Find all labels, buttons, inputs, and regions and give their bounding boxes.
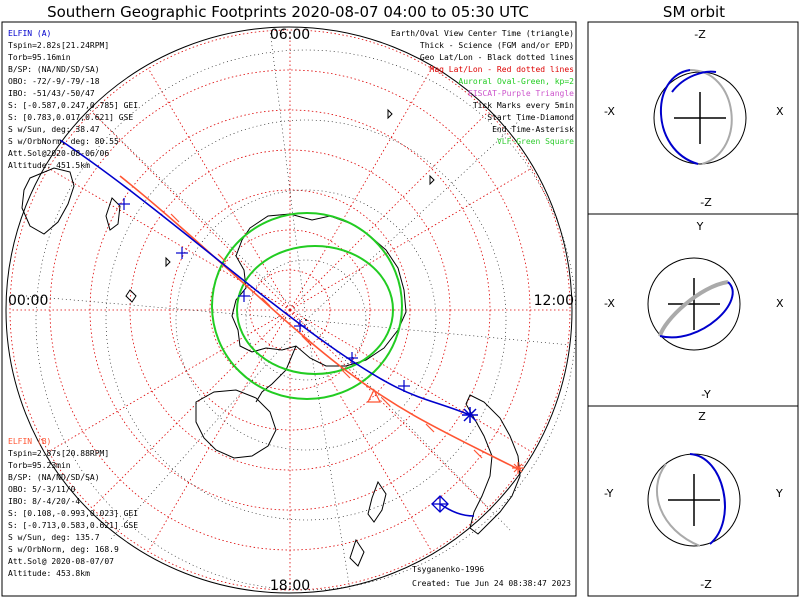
orbit-axis-label-left: -Y: [604, 487, 614, 500]
orbit-axis-label-top: Z: [698, 410, 706, 423]
orbit-track-a: [659, 281, 734, 339]
orbit-panel-xz: -Z -Z -X X: [604, 28, 784, 209]
time-label-left: 00:00: [8, 293, 48, 309]
orbit-axis-label-bottom: -Z: [700, 578, 712, 591]
orbit-axis-label-bottom: -Z: [700, 196, 712, 209]
elfin-a-line: B/SP: (NA/ND/SD/SA): [8, 65, 100, 74]
mag-grid: [9, 29, 571, 591]
elfin-b-line: Tspin=2.87s[20.88RPM]: [8, 449, 109, 458]
elfin-b-line: Altitude: 453.8km: [8, 569, 90, 578]
legend-entry: Mag Lat/Lon - Red dotted lines: [430, 65, 575, 74]
elfin-a-line: Torb=95.16min: [8, 53, 71, 62]
elfin-b-line: OBO: 5/-3/11/0: [8, 485, 76, 494]
elfin-a-line: Tspin=2.82s[21.24RPM]: [8, 41, 109, 50]
elfin-a-name: ELFIN (A): [8, 29, 51, 38]
islands: [125, 108, 435, 303]
orbit-axis-label-bottom: -Y: [701, 388, 711, 401]
elfin-a-ticks: [118, 198, 410, 392]
orbit-axis-label-right: X: [776, 297, 784, 310]
orbit-axis-label-right: Y: [775, 487, 783, 500]
legend-entry: Auroral Oval-Green, kp=2: [458, 77, 574, 86]
elfin-b-view-center-triangle: [367, 388, 381, 403]
legend-entry: Tick Marks every 5min: [473, 101, 574, 110]
elfin-a-line: S: [-0.587,0.247,0.785] GEI: [8, 101, 138, 110]
legend-entry: Thick - Science (FGM and/or EPD): [420, 41, 574, 50]
orbit-track-b: [689, 69, 733, 165]
elfin-b-line: S w/Sun, deg: 135.7: [8, 533, 100, 542]
orbit-earth-circle: [647, 257, 741, 351]
antarctic-peninsula: [255, 345, 297, 403]
elfin-a-track-segment-2: [439, 503, 475, 517]
elfin-b-line: B/SP: (NA/ND/SD/SA): [8, 473, 100, 482]
elfin-a-line: Att.Sol@2020-08-06/06: [8, 149, 109, 158]
africa-coast: [21, 167, 75, 235]
elfin-a-track: [59, 139, 471, 416]
polar-map: [5, 26, 576, 594]
elfin-b-name: ELFIN (B): [8, 437, 51, 446]
coastlines: [21, 108, 521, 567]
elfin-a-end-asterisk: [462, 407, 478, 423]
elfin-b-line: S: [-0.713,0.583,0.621] GSE: [8, 521, 138, 530]
orbit-axis-label-right: X: [776, 105, 784, 118]
legend-entry: Geo Lat/Lon - Black dotted lines: [420, 53, 574, 62]
elfin-a-start-diamond: [431, 495, 449, 513]
elfin-b-line: S w/OrbNorm, deg: 168.9: [8, 545, 119, 554]
created-label: Created: Tue Jun 24 08:38:47 2023: [412, 579, 571, 588]
australia-coast: [195, 389, 277, 459]
elfin-b-line: IBO: 8/-4/20/-4: [8, 497, 80, 506]
figure-title: Southern Geographic Footprints 2020-08-0…: [47, 3, 529, 21]
elfin-b-line: Torb=95.23min: [8, 461, 71, 470]
auroral-oval-outer: [211, 212, 403, 400]
orbit-track-a: [659, 69, 699, 165]
orbit-track-b: [656, 463, 701, 547]
legend-entry: VLF-Green Square: [497, 137, 574, 146]
time-label-right: 12:00: [534, 293, 574, 309]
south-america-coast: [465, 394, 521, 535]
orbit-panel-frame-2: [587, 213, 799, 407]
orbit-panel-frame-3: [587, 405, 799, 597]
legend-entry: End Time-Asterisk: [492, 125, 574, 134]
orbit-axis-label-left: -X: [604, 297, 615, 310]
earth-outline: [5, 26, 573, 594]
elfin-b-ticks: [170, 213, 483, 459]
orbit-panel-yz: Z -Z -Y Y: [604, 410, 783, 591]
elfin-a-line: IBO: -51/43/-50/47: [8, 89, 95, 98]
geo-grid: [14, 29, 576, 591]
elfin-a-line: S w/Sun, deg: 38.47: [8, 125, 100, 134]
legend-entry: Earth/Oval View Center Time (triangle): [391, 29, 574, 38]
orbit-axis-label-left: -X: [604, 105, 615, 118]
new-zealand-coast: [349, 480, 387, 567]
time-label-top: 06:00: [270, 27, 310, 43]
legend-entry: Start Time-Diamond: [487, 113, 574, 122]
time-label-bottom: 18:00: [270, 578, 310, 594]
elfin-a-line: Altitude: 451.5km: [8, 161, 90, 170]
orbit-panel-xy: Y -Y -X X: [604, 220, 784, 401]
orbit-track-a-upper: [671, 70, 717, 93]
elfin-a-info: ELFIN (A) Tspin=2.82s[21.24RPM] Torb=95.…: [8, 29, 138, 170]
legend-entry: EISCAT-Purple Triangle: [468, 89, 574, 98]
orbit-track-a: [689, 453, 726, 545]
elfin-b-line: Att.Sol@ 2020-08-07/07: [8, 557, 114, 566]
elfin-b-track: [119, 175, 521, 471]
antarctica-coast: [231, 213, 407, 367]
auroral-oval-inner: [236, 245, 394, 375]
elfin-a-line: OBO: -72/-9/-79/-18: [8, 77, 100, 86]
madagascar-coast: [105, 197, 121, 231]
elfin-b-line: S: [0.108,-0.993,0.023] GEI: [8, 509, 138, 518]
elfin-a-line: S: [0.783,0.017,0.621] GSE: [8, 113, 133, 122]
elfin-b-info: ELFIN (B) Tspin=2.87s[20.88RPM] Torb=95.…: [8, 437, 138, 578]
orbit-axis-label-top: -Z: [694, 28, 706, 41]
orbit-track-b: [658, 280, 729, 337]
map-legend: Earth/Oval View Center Time (triangle) T…: [391, 29, 574, 146]
elfin-b-end-asterisk: [512, 462, 524, 474]
elfin-a-line: S w/OrbNorm, deg: 80.55: [8, 137, 119, 146]
model-label: Tsyganenko-1996: [412, 565, 484, 574]
orbit-axis-label-top: Y: [696, 220, 704, 233]
orbit-title: SM orbit: [663, 3, 725, 21]
